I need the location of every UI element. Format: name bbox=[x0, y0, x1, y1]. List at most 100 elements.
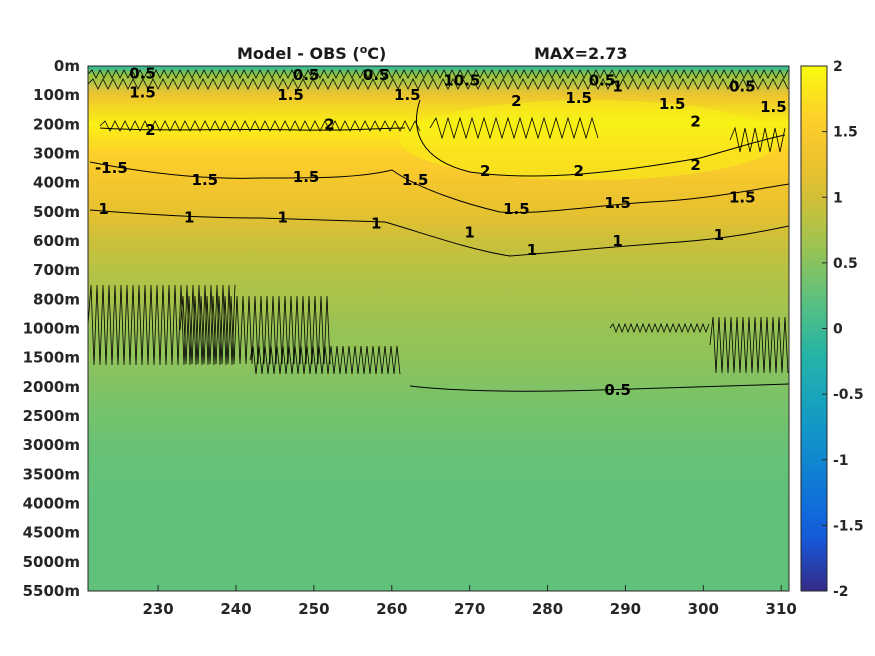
contour-label: 2 bbox=[480, 162, 490, 180]
contour-label: 2 bbox=[690, 112, 700, 130]
contour-label: 1 bbox=[278, 209, 288, 227]
contour-label: 1 bbox=[527, 241, 537, 259]
contour-2-0 bbox=[99, 127, 406, 131]
x-tick-label: 280 bbox=[532, 600, 563, 618]
contour-0-5-0 bbox=[409, 383, 789, 392]
colorbar-tick-label: -1 bbox=[833, 453, 849, 469]
colorbar-ticks: 2 1.5 1 0.5 0 -0.5 -1 -1.5 -2 bbox=[822, 59, 864, 600]
contour-label: 1 bbox=[714, 226, 724, 244]
contour-label: 1 bbox=[98, 200, 108, 218]
deep-noise-contours bbox=[88, 284, 789, 375]
contour-label: 1.5 bbox=[129, 83, 156, 101]
contour-1-5-0 bbox=[89, 161, 789, 214]
subsurface-contour-scribble bbox=[99, 120, 421, 132]
contour-labels: 0.51.520.51.520.51.510.520.51.511.520.51… bbox=[95, 64, 787, 399]
contour-label: 1.5 bbox=[604, 194, 631, 212]
contour-2-1 bbox=[416, 99, 786, 177]
colorbar-tick-label: 1.5 bbox=[833, 125, 858, 141]
contour-label: 0.5 bbox=[293, 66, 320, 84]
y-tick-label: 100m bbox=[33, 86, 80, 104]
colorbar-tick-label: 1 bbox=[833, 190, 843, 206]
y-tick-label: 1500m bbox=[23, 349, 80, 367]
y-tick-label: 300m bbox=[33, 145, 80, 163]
contour-label: 0.5 bbox=[729, 77, 756, 95]
contour-label: 0.5 bbox=[129, 64, 156, 82]
contour-label: 0.5 bbox=[363, 66, 390, 84]
x-tick-label: 290 bbox=[610, 600, 641, 618]
surface-contour-scribble bbox=[88, 78, 789, 90]
y-tick-label: 500m bbox=[33, 203, 80, 221]
y-tick-label: 200m bbox=[33, 115, 80, 133]
y-tick-label: 5000m bbox=[23, 553, 80, 571]
x-tick-label: 250 bbox=[298, 600, 329, 618]
deep-contour-scribble bbox=[179, 295, 331, 365]
x-tick-label: 310 bbox=[766, 600, 797, 618]
contour-label: 2 bbox=[573, 162, 583, 180]
contour-label: 1 bbox=[464, 223, 474, 241]
contour-label: 1.5 bbox=[565, 89, 592, 107]
subsurface-contour-scribble bbox=[429, 116, 599, 140]
y-tick-label: 3000m bbox=[23, 436, 80, 454]
y-tick-label: 400m bbox=[33, 174, 80, 192]
contour-label: 2 bbox=[511, 92, 521, 110]
contour-label: 1 bbox=[612, 77, 622, 95]
colorbar-tick-label: 0.5 bbox=[833, 256, 858, 272]
contour-label: 1 bbox=[184, 209, 194, 227]
contour-label: 1.5 bbox=[293, 168, 320, 186]
surface-contour-scribble bbox=[88, 69, 789, 79]
deep-contour-scribble bbox=[709, 316, 789, 374]
x-tick-label: 300 bbox=[688, 600, 719, 618]
contour-label: 1 bbox=[612, 232, 622, 250]
chart-title: Model - OBS (oC) bbox=[237, 43, 386, 63]
x-tick-label: 230 bbox=[142, 600, 173, 618]
x-tick-label: 260 bbox=[376, 600, 407, 618]
contour-label: 0.5 bbox=[589, 72, 616, 90]
contour-label: 2 bbox=[690, 156, 700, 174]
y-tick-label: 2500m bbox=[23, 407, 80, 425]
contour-label: 0.5 bbox=[604, 381, 631, 399]
x-tick-label: 240 bbox=[220, 600, 251, 618]
y-tick-label: 5500m bbox=[23, 582, 80, 600]
contour-label: 1.5 bbox=[659, 95, 686, 113]
y-tick-label: 700m bbox=[33, 261, 80, 279]
x-axis: 230 240 250 260 270 280 290 300 310 bbox=[142, 585, 797, 618]
colorbar: 2 1.5 1 0.5 0 -0.5 -1 -1.5 -2 bbox=[800, 59, 864, 600]
heatmap-plot-area: 0.51.520.51.520.51.510.520.51.511.520.51… bbox=[88, 64, 789, 591]
contour-label: 1.5 bbox=[402, 171, 429, 189]
deep-contour-scribble bbox=[609, 322, 710, 334]
max-annotation: MAX=2.73 bbox=[534, 44, 628, 63]
contour-label: 1.5 bbox=[729, 188, 756, 206]
deep-contour-scribble bbox=[249, 345, 401, 375]
colorbar-tick-label: -0.5 bbox=[833, 387, 864, 403]
x-tick-label: 270 bbox=[454, 600, 485, 618]
contour-label: 1.5 bbox=[760, 98, 787, 116]
y-tick-label: 3500m bbox=[23, 465, 80, 483]
contour-label: 10.5 bbox=[443, 72, 480, 90]
contour-label: 1.5 bbox=[394, 86, 421, 104]
contour-lines bbox=[89, 99, 789, 392]
y-tick-label: 4000m bbox=[23, 495, 80, 513]
contour-label: 2 bbox=[324, 115, 334, 133]
deep-contour-scribble bbox=[88, 284, 236, 366]
contour-label: 1.5 bbox=[192, 171, 219, 189]
y-tick-label: 800m bbox=[33, 290, 80, 308]
y-tick-label: 2000m bbox=[23, 378, 80, 396]
y-tick-label: 600m bbox=[33, 232, 80, 250]
colorbar-tick-label: 0 bbox=[833, 322, 843, 338]
y-tick-label: 0m bbox=[54, 57, 80, 75]
contour-label: -1.5 bbox=[95, 159, 128, 177]
contour-label: 1.5 bbox=[277, 86, 304, 104]
y-tick-label: 4500m bbox=[23, 524, 80, 542]
y-tick-label: 1000m bbox=[23, 320, 80, 338]
colorbar-tick-label: 2 bbox=[833, 59, 843, 75]
plot-frame bbox=[87, 65, 790, 592]
contour-label: 2 bbox=[145, 121, 155, 139]
contour-label: 1.5 bbox=[503, 200, 530, 218]
contour-1-0-0 bbox=[89, 209, 789, 257]
surface-noise-contours bbox=[88, 69, 789, 153]
colorbar-tick-label: -2 bbox=[833, 584, 849, 600]
y-axis: 0m 100m 200m 300m 400m 500m 600m 700m 800m 1000m 1… bbox=[23, 57, 80, 600]
contour-label: 1 bbox=[371, 215, 381, 233]
subsurface-contour-scribble bbox=[729, 126, 786, 153]
